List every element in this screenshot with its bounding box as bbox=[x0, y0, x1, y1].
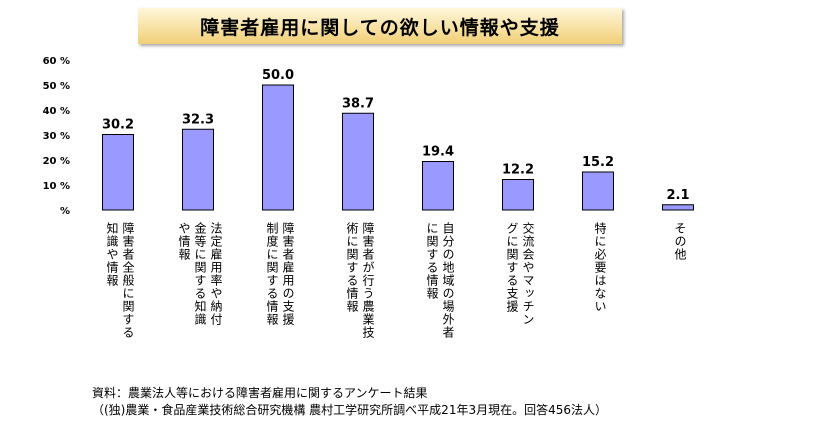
data-label: 2.1 bbox=[666, 188, 689, 203]
bar-chart: % 10 % 20 % 30 % 40 % 50 % 60 % 30.2 32.3 50.0 38.… bbox=[43, 56, 694, 217]
y-tick-label: % bbox=[60, 206, 70, 217]
bar bbox=[662, 204, 694, 211]
bar bbox=[102, 134, 134, 211]
y-tick-label: 30 % bbox=[43, 131, 70, 142]
bar bbox=[342, 112, 374, 211]
data-label: 50.0 bbox=[262, 68, 294, 83]
data-label: 32.3 bbox=[182, 112, 214, 127]
data-label: 19.4 bbox=[422, 145, 454, 160]
bar bbox=[582, 171, 614, 211]
data-label: 15.2 bbox=[582, 155, 614, 170]
category-label: 障害者が行う農業技 術に関する情報 bbox=[345, 222, 375, 339]
bar bbox=[262, 84, 294, 211]
category-label: 障害者全般に関する 知識や情報 bbox=[105, 222, 135, 339]
y-tick-label: 60 % bbox=[43, 56, 70, 67]
bar bbox=[422, 161, 454, 211]
category-label: 特に必要はない bbox=[593, 222, 607, 313]
chart-title: 障害者雇用に関しての欲しい情報や支援 bbox=[138, 8, 622, 44]
data-label: 12.2 bbox=[502, 163, 534, 178]
category-label: その他 bbox=[673, 222, 687, 261]
data-label: 30.2 bbox=[102, 118, 134, 133]
bar bbox=[182, 128, 214, 211]
category-label: 交流会やマッチン グに関する支援 bbox=[505, 222, 535, 326]
y-tick-label: 10 % bbox=[43, 181, 70, 192]
category-label: 法定雇用率や納付 金等に関する知識 や情報 bbox=[177, 222, 223, 326]
source-line-1: 資料：農業法人等における障害者雇用に関するアンケート結果 bbox=[92, 386, 428, 400]
category-label: 障害者雇用の支援 制度に関する情報 bbox=[265, 222, 295, 326]
source-note: 資料：農業法人等における障害者雇用に関するアンケート結果 （(独)農業・食品産業… bbox=[92, 385, 607, 419]
y-tick-label: 50 % bbox=[43, 81, 70, 92]
source-line-2: （(独)農業・食品産業技術総合研究機構 農村工学研究所調べ平成21年3月現在。回… bbox=[92, 403, 607, 417]
data-label: 38.7 bbox=[342, 96, 374, 111]
bar bbox=[502, 179, 534, 211]
category-label: 自分の地域の場外者 に関する情報 bbox=[425, 222, 455, 339]
y-tick-label: 40 % bbox=[43, 106, 70, 117]
y-tick-label: 20 % bbox=[43, 156, 70, 167]
